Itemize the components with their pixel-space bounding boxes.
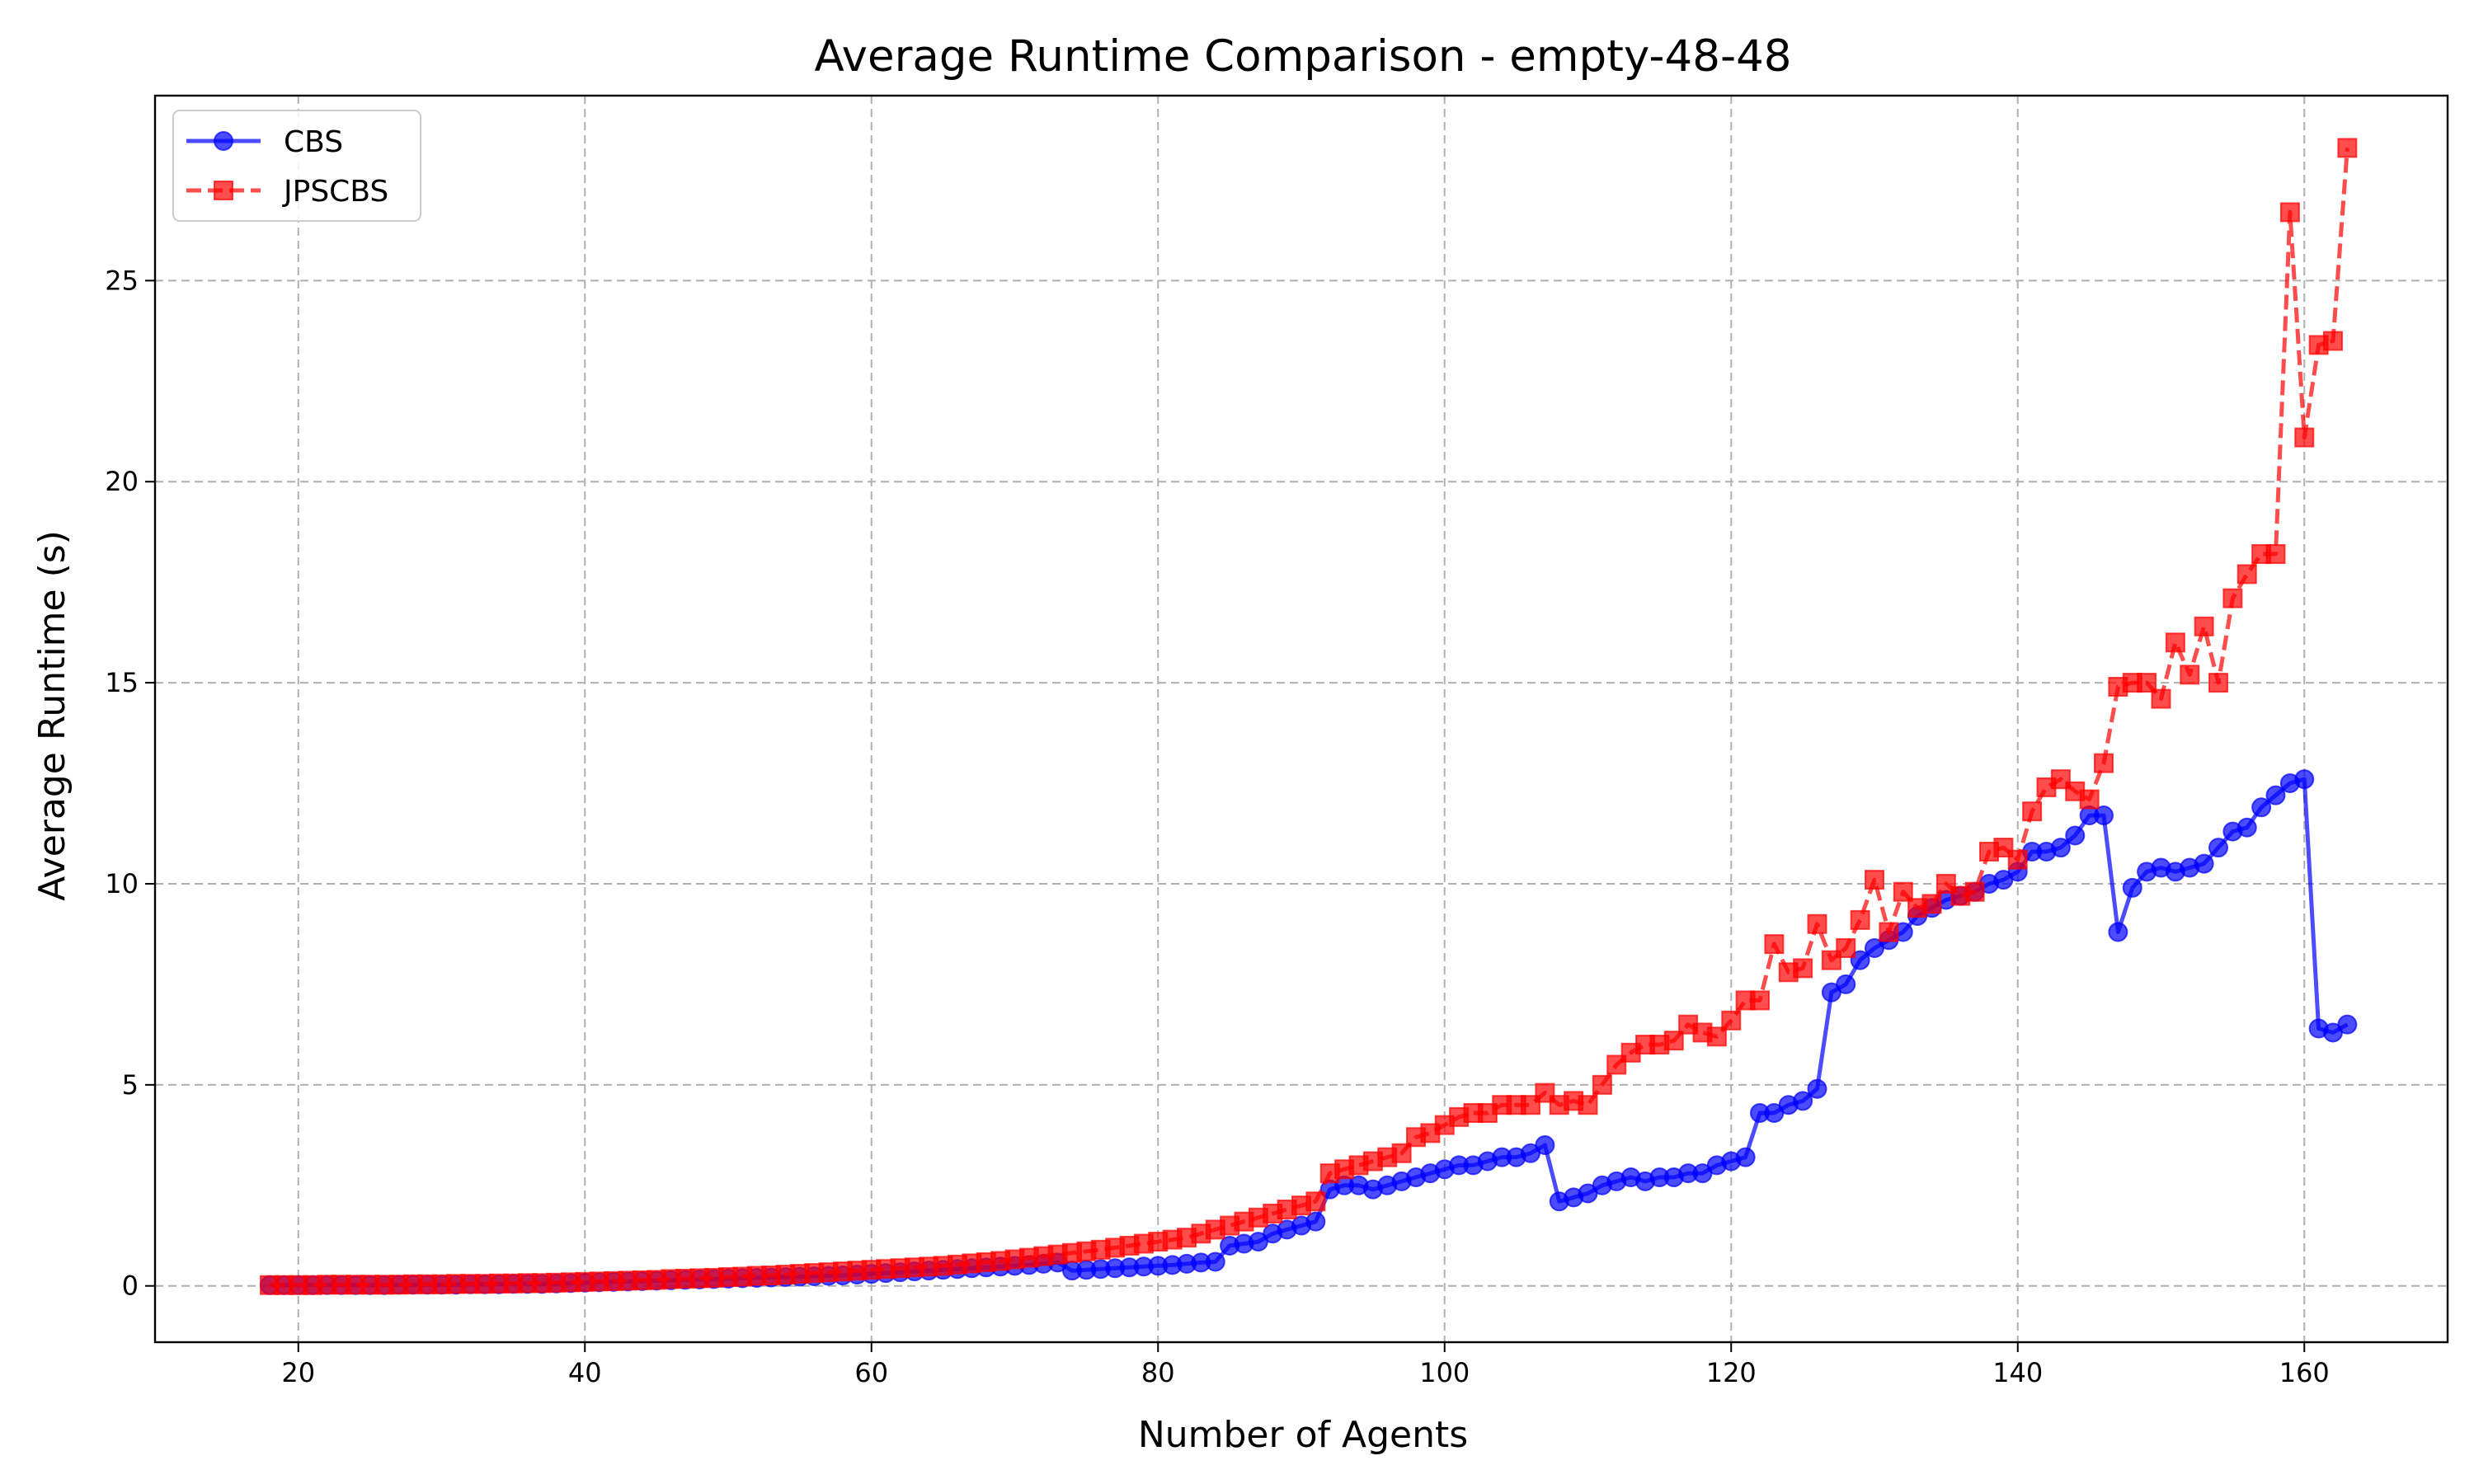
data-point-cbs xyxy=(1305,1211,1326,1232)
legend: CBS JPSCBS xyxy=(172,110,421,222)
data-point-jpscbs xyxy=(2022,801,2043,822)
data-point-jpscbs xyxy=(2165,632,2185,653)
data-point-cbs xyxy=(1205,1252,1225,1272)
data-point-jpscbs xyxy=(1836,938,1856,959)
data-point-cbs xyxy=(2065,825,2086,846)
y-tick-label: 10 xyxy=(105,868,139,899)
data-point-jpscbs xyxy=(2236,564,2257,585)
data-point-cbs xyxy=(2094,805,2114,826)
data-point-jpscbs xyxy=(1964,881,1985,902)
legend-box xyxy=(172,110,421,222)
x-tick-label: 80 xyxy=(1141,1357,1175,1388)
data-point-jpscbs xyxy=(1391,1143,1412,1163)
data-point-cbs xyxy=(2251,797,2272,818)
data-point-cbs xyxy=(1836,974,1856,994)
data-point-jpscbs xyxy=(2007,849,2028,870)
data-point-jpscbs xyxy=(2337,138,2358,158)
data-point-jpscbs xyxy=(1578,1095,1598,1115)
data-point-cbs xyxy=(2108,922,2128,942)
data-point-cbs xyxy=(1735,1147,1756,1167)
data-point-jpscbs xyxy=(2265,544,2286,565)
y-tick-label: 5 xyxy=(122,1069,139,1101)
legend-cbs-label: CBS xyxy=(284,125,343,159)
series-layer xyxy=(260,138,2358,1295)
y-tick-label: 20 xyxy=(105,466,139,497)
x-tick-label: 100 xyxy=(1419,1357,1470,1388)
y-axis-ticks: 0 5 10 15 20 25 xyxy=(105,265,155,1302)
data-point-cbs xyxy=(2122,877,2142,898)
data-point-jpscbs xyxy=(2222,588,2243,608)
data-point-jpscbs xyxy=(1750,990,1770,1011)
x-axis-ticks: 20 40 60 80 100 120 140 160 xyxy=(281,1342,2330,1388)
data-point-jpscbs xyxy=(1893,881,1913,902)
data-point-jpscbs xyxy=(1793,958,1813,979)
data-point-jpscbs xyxy=(1663,1031,1684,1051)
data-point-jpscbs xyxy=(1305,1191,1326,1212)
data-point-jpscbs xyxy=(1807,913,1827,934)
data-point-jpscbs xyxy=(1865,870,1884,890)
y-tick-label: 15 xyxy=(105,667,139,698)
x-tick-label: 60 xyxy=(854,1357,888,1388)
data-point-jpscbs xyxy=(2079,789,2100,810)
data-point-jpscbs xyxy=(2294,427,2315,448)
x-tick-label: 40 xyxy=(568,1357,602,1388)
data-point-cbs xyxy=(1793,1091,1813,1111)
data-point-jpscbs xyxy=(2194,616,2214,636)
data-point-jpscbs xyxy=(2094,753,2114,773)
data-point-jpscbs xyxy=(1921,894,1942,914)
data-point-cbs xyxy=(2337,1014,2358,1035)
data-point-cbs xyxy=(2265,785,2286,805)
legend-jpscbs-label: JPSCBS xyxy=(282,175,388,209)
data-point-cbs xyxy=(2294,769,2315,790)
grid-lines xyxy=(155,96,2448,1342)
data-point-jpscbs xyxy=(1592,1074,1612,1095)
data-point-cbs xyxy=(1535,1135,1555,1156)
data-point-cbs xyxy=(2208,838,2228,858)
legend-jpscbs-marker xyxy=(214,181,233,200)
x-axis-label: Number of Agents xyxy=(1138,1414,1468,1456)
y-tick-label: 25 xyxy=(105,265,139,296)
x-tick-label: 160 xyxy=(2279,1357,2330,1388)
x-tick-label: 20 xyxy=(281,1357,315,1388)
data-point-jpscbs xyxy=(2151,688,2171,709)
y-axis-label: Average Runtime (s) xyxy=(31,530,73,901)
x-tick-label: 120 xyxy=(1706,1357,1757,1388)
series-jpscbs xyxy=(260,138,2358,1295)
data-point-jpscbs xyxy=(1721,1010,1742,1031)
data-point-cbs xyxy=(2050,838,2071,858)
data-point-cbs xyxy=(2236,817,2257,838)
data-point-jpscbs xyxy=(1764,934,1785,955)
data-point-jpscbs xyxy=(1850,909,1870,930)
data-point-jpscbs xyxy=(2279,202,2300,223)
data-point-cbs xyxy=(2194,853,2214,874)
y-tick-label: 0 xyxy=(122,1270,139,1302)
plot-frame xyxy=(153,94,2449,1344)
data-point-jpscbs xyxy=(2208,673,2228,693)
data-point-jpscbs xyxy=(1879,922,1899,942)
legend-cbs-marker xyxy=(214,131,233,151)
data-point-jpscbs xyxy=(2180,665,2200,685)
chart-title: Average Runtime Comparison - empty-48-48 xyxy=(814,31,1791,82)
data-point-jpscbs xyxy=(1706,1026,1727,1047)
data-point-jpscbs xyxy=(2323,331,2343,351)
data-point-cbs xyxy=(1807,1078,1827,1099)
data-point-jpscbs xyxy=(2137,673,2157,693)
x-tick-label: 140 xyxy=(1992,1357,2043,1388)
